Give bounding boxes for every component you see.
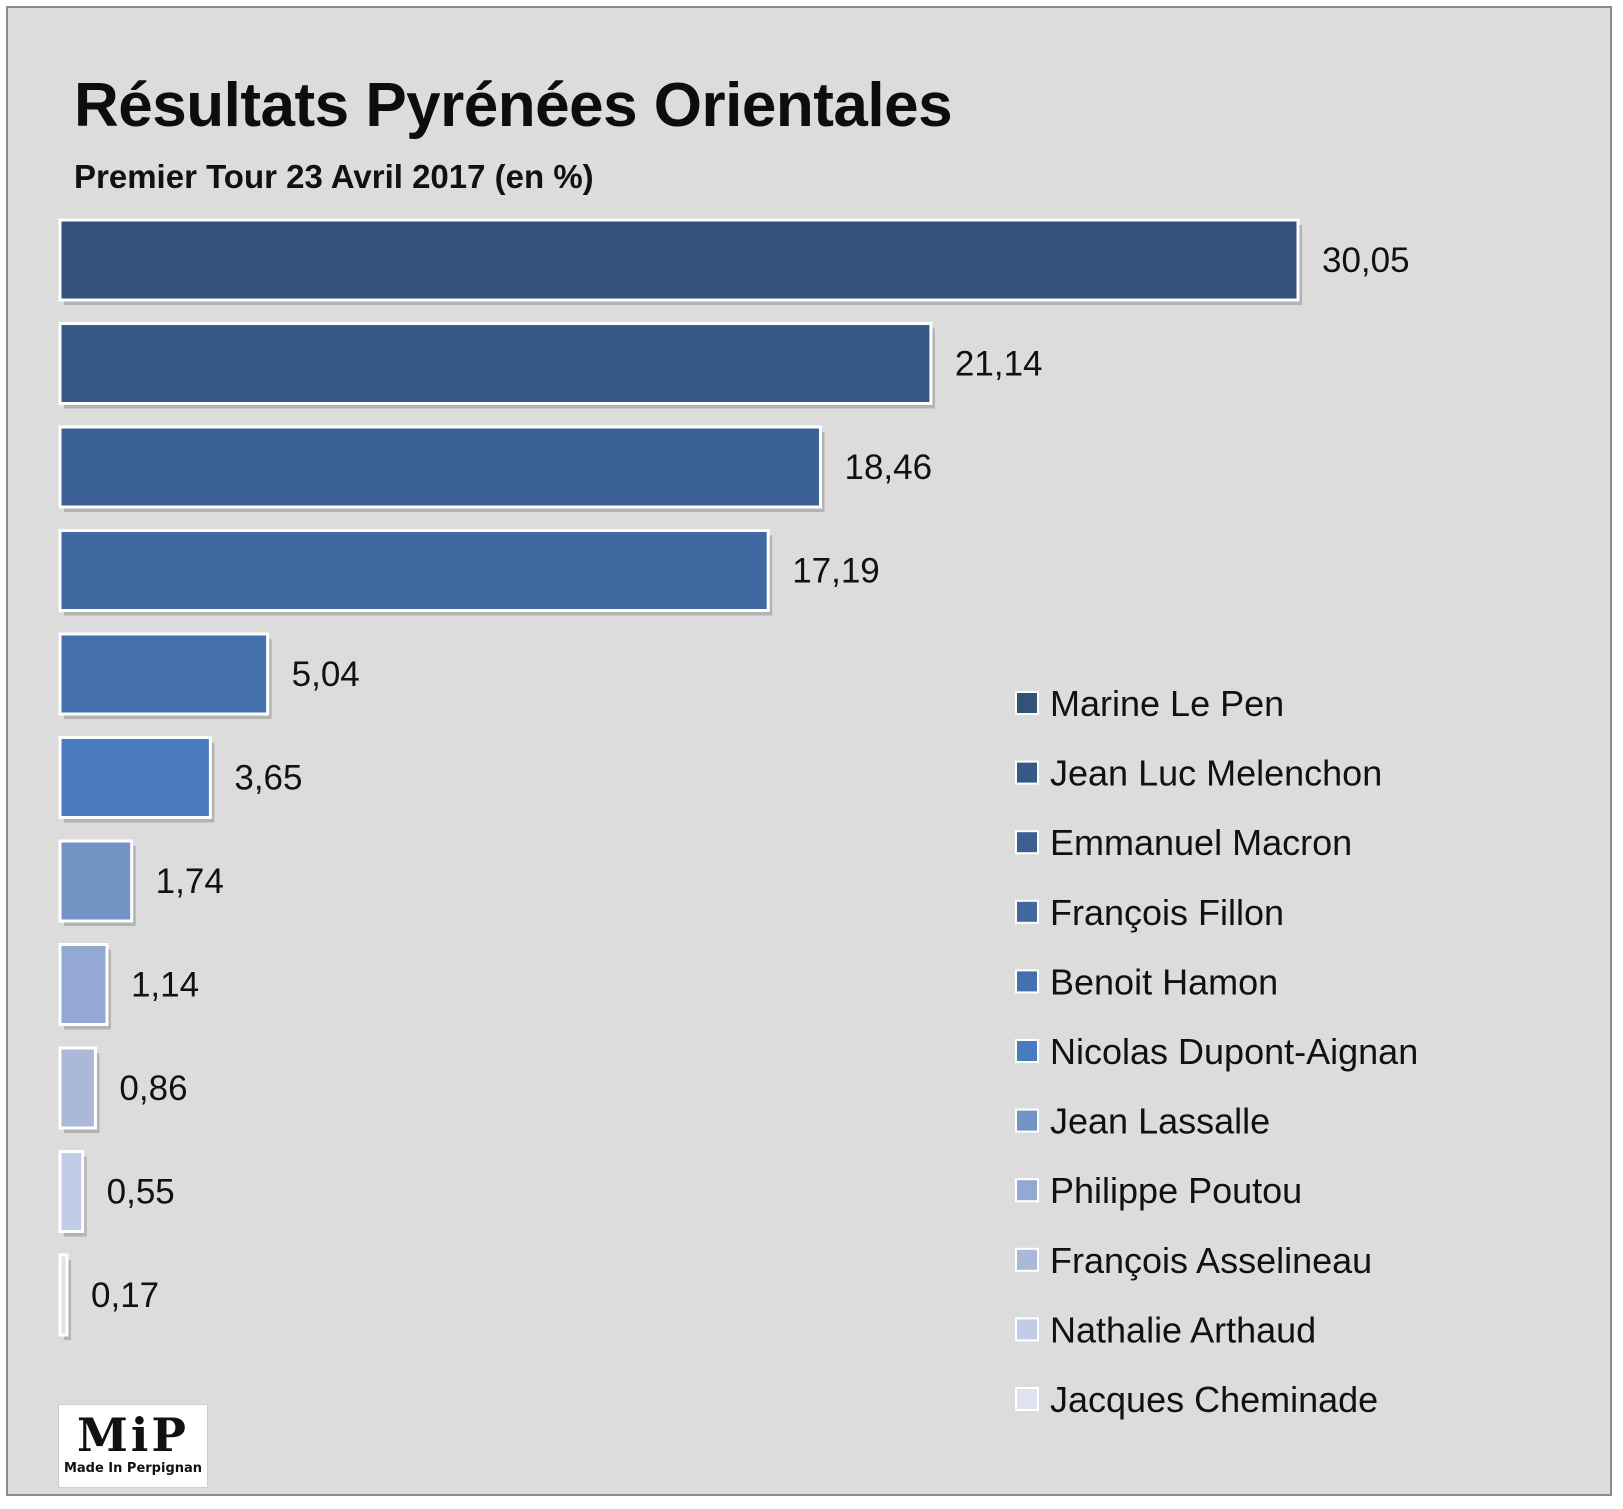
bar-francois-asselineau <box>58 1046 97 1130</box>
bar-jean-luc-melenchon <box>58 322 933 405</box>
legend-swatch-emmanuel-macron <box>1015 830 1039 855</box>
legend-swatch-francois-fillon <box>1015 899 1039 924</box>
bar-jean-lassalle <box>58 839 134 923</box>
legend-swatch-nathalie-arthaud <box>1015 1317 1039 1342</box>
legend-swatch-nicolas-dupont-aignan <box>1015 1039 1039 1063</box>
bar-francois-fillon <box>58 529 770 612</box>
legend-swatch-jean-luc-melenchon <box>1015 760 1039 785</box>
value-label-marine-le-pen: 30,05 <box>1322 241 1410 280</box>
legend-swatch-jacques-cheminade <box>1015 1387 1039 1411</box>
bar-philippe-poutou <box>58 943 109 1026</box>
legend-swatch-jean-lassalle <box>1015 1108 1039 1133</box>
bar-chart: 30,05 21,14 18,46 17,19 5,04 3,65 1,74 1,14 0,86… <box>58 218 1418 1420</box>
legend-label-marine-le-pen: Marine Le Pen <box>1050 683 1284 724</box>
value-label-jacques-cheminade: 0,17 <box>91 1276 159 1315</box>
bar-jacques-cheminade <box>58 1253 69 1337</box>
chart-subtitle: Premier Tour 23 Avril 2017 (en %) <box>74 158 594 195</box>
value-label-nicolas-dupont-aignan: 3,65 <box>234 759 302 798</box>
value-label-nathalie-arthaud: 0,55 <box>107 1173 175 1212</box>
legend-label-benoit-hamon: Benoit Hamon <box>1050 961 1278 1002</box>
legend-swatch-benoit-hamon <box>1015 969 1039 994</box>
legend-swatch-philippe-poutou <box>1015 1178 1039 1203</box>
bar-emmanuel-macron <box>58 425 823 509</box>
value-label-francois-fillon: 17,19 <box>792 552 880 591</box>
mip-logo: MiP Made In Perpignan <box>58 1404 208 1488</box>
legend-label-nicolas-dupont-aignan: Nicolas Dupont-Aignan <box>1050 1031 1418 1072</box>
legend-label-philippe-poutou: Philippe Poutou <box>1050 1170 1302 1211</box>
chart-title: Résultats Pyrénées Orientales <box>74 71 953 140</box>
legend-swatch-francois-asselineau <box>1015 1247 1039 1272</box>
bar-marine-le-pen <box>58 218 1300 302</box>
value-label-jean-luc-melenchon: 21,14 <box>955 345 1043 384</box>
bar-benoit-hamon <box>58 632 270 716</box>
legend-label-francois-fillon: François Fillon <box>1050 892 1284 933</box>
legend-label-emmanuel-macron: Emmanuel Macron <box>1050 822 1352 863</box>
bar-nicolas-dupont-aignan <box>58 736 212 819</box>
legend-label-jean-luc-melenchon: Jean Luc Melenchon <box>1050 753 1382 794</box>
bar-nathalie-arthaud <box>58 1150 85 1233</box>
value-label-emmanuel-macron: 18,46 <box>845 448 933 487</box>
legend-label-francois-asselineau: François Asselineau <box>1050 1240 1372 1281</box>
logo-mark: MiP <box>77 1408 189 1462</box>
legend-label-jean-lassalle: Jean Lassalle <box>1050 1101 1270 1142</box>
value-label-francois-asselineau: 0,86 <box>119 1069 187 1108</box>
legend-swatch-marine-le-pen <box>1015 691 1039 715</box>
value-label-jean-lassalle: 1,74 <box>156 862 224 901</box>
logo-text: Made In Perpignan <box>63 1461 203 1476</box>
legend-label-nathalie-arthaud: Nathalie Arthaud <box>1050 1309 1316 1350</box>
value-label-benoit-hamon: 5,04 <box>292 655 360 694</box>
legend-label-jacques-cheminade: Jacques Cheminade <box>1050 1379 1378 1420</box>
value-label-philippe-poutou: 1,14 <box>131 966 199 1005</box>
chart-frame: Résultats Pyrénées Orientales Premier To… <box>6 6 1612 1496</box>
